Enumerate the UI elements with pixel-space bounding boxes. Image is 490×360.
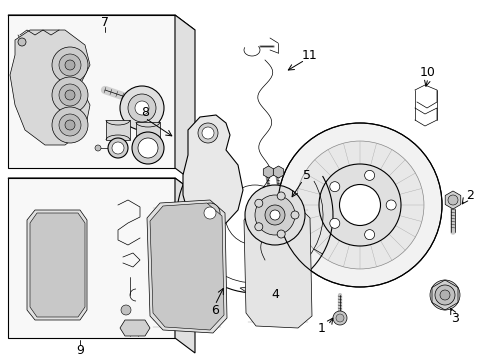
Circle shape [330,182,340,192]
Polygon shape [150,203,224,330]
Text: 10: 10 [420,66,436,78]
Polygon shape [10,30,90,145]
Circle shape [135,101,149,115]
Circle shape [440,290,450,300]
Circle shape [59,84,81,106]
Circle shape [59,114,81,136]
Polygon shape [175,15,195,183]
Circle shape [336,314,344,322]
Polygon shape [106,120,130,140]
Circle shape [52,77,88,113]
Polygon shape [136,122,160,142]
Circle shape [198,123,218,143]
Circle shape [340,185,381,225]
Polygon shape [8,15,195,30]
Circle shape [59,54,81,76]
Text: 6: 6 [211,303,219,316]
Text: 1: 1 [318,321,326,334]
Circle shape [65,120,75,130]
Circle shape [277,192,285,200]
Polygon shape [244,206,312,328]
Circle shape [121,305,131,315]
Text: 2: 2 [466,189,474,202]
Circle shape [132,132,164,164]
Circle shape [255,195,295,235]
Polygon shape [8,15,175,168]
Circle shape [18,38,26,46]
Circle shape [265,205,285,225]
Circle shape [95,145,101,151]
Circle shape [296,141,424,269]
Circle shape [120,86,164,130]
Circle shape [204,207,216,219]
Circle shape [108,138,128,158]
Circle shape [112,142,124,154]
Polygon shape [263,166,274,178]
Text: 5: 5 [303,168,311,181]
Circle shape [330,218,340,228]
Circle shape [52,47,88,83]
Circle shape [278,123,442,287]
Circle shape [255,199,263,207]
Text: 3: 3 [451,311,459,324]
Circle shape [365,170,375,180]
Polygon shape [30,213,85,317]
Polygon shape [8,178,175,338]
Polygon shape [273,166,284,178]
Circle shape [319,164,401,246]
Circle shape [138,138,158,158]
Polygon shape [120,320,150,336]
Text: 8: 8 [141,105,149,118]
Circle shape [435,285,455,305]
Text: 9: 9 [76,343,84,356]
Circle shape [291,211,299,219]
Circle shape [202,127,214,139]
Circle shape [270,210,280,220]
Polygon shape [445,191,461,209]
Circle shape [52,107,88,143]
Circle shape [365,230,375,240]
Polygon shape [183,115,243,227]
Polygon shape [27,210,87,320]
Circle shape [430,280,460,310]
Polygon shape [175,178,195,353]
Circle shape [277,230,285,238]
Text: 7: 7 [101,15,109,28]
Polygon shape [147,200,227,333]
Text: 11: 11 [302,49,318,62]
Polygon shape [8,178,195,193]
Text: 4: 4 [271,288,279,302]
Circle shape [65,90,75,100]
Circle shape [333,311,347,325]
Circle shape [200,203,220,223]
Polygon shape [240,285,270,301]
Circle shape [245,185,305,245]
Circle shape [65,60,75,70]
Circle shape [255,223,263,231]
Circle shape [128,94,156,122]
Circle shape [386,200,396,210]
Circle shape [448,195,458,205]
